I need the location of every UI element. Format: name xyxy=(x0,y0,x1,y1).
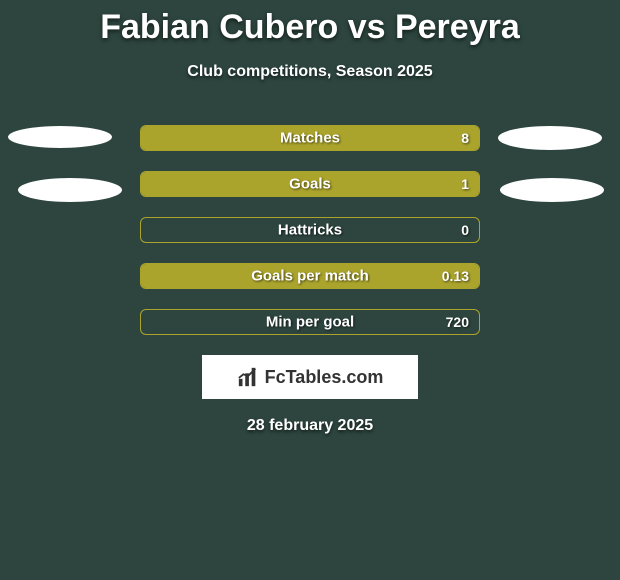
logo-box: FcTables.com xyxy=(202,355,418,399)
stat-value: 8 xyxy=(461,130,469,146)
bar-chart-icon xyxy=(237,366,259,388)
subtitle: Club competitions, Season 2025 xyxy=(0,63,620,81)
stat-label: Min per goal xyxy=(266,314,354,331)
logo-text: FcTables.com xyxy=(265,367,384,388)
date-label: 28 february 2025 xyxy=(0,417,620,435)
stats-chart: Matches 8 Goals 1 Hattricks 0 Goals per match 0… xyxy=(140,125,480,335)
stat-value: 720 xyxy=(446,314,469,330)
stat-label: Goals xyxy=(289,176,331,193)
stat-value: 0.13 xyxy=(442,268,469,284)
stat-bar: Goals 1 xyxy=(140,171,480,197)
stat-value: 1 xyxy=(461,176,469,192)
avatar-ellipse xyxy=(498,126,602,150)
stat-label: Hattricks xyxy=(278,222,342,239)
stat-bar: Goals per match 0.13 xyxy=(140,263,480,289)
page-title: Fabian Cubero vs Pereyra xyxy=(0,0,620,47)
stat-value: 0 xyxy=(461,222,469,238)
stat-bar: Min per goal 720 xyxy=(140,309,480,335)
stat-bar: Hattricks 0 xyxy=(140,217,480,243)
stat-label: Matches xyxy=(280,130,340,147)
stat-bar: Matches 8 xyxy=(140,125,480,151)
avatar-ellipse xyxy=(8,126,112,148)
avatar-ellipse xyxy=(500,178,604,202)
stat-label: Goals per match xyxy=(251,268,369,285)
avatar-ellipse xyxy=(18,178,122,202)
